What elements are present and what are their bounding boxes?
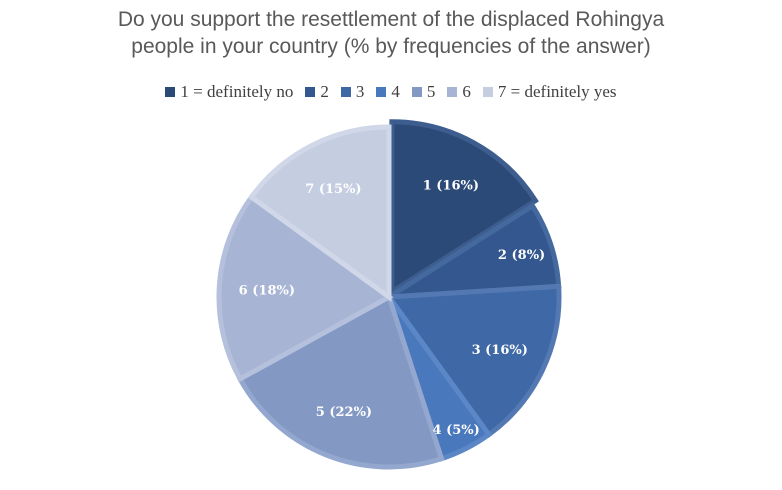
- chart-legend: 1 = definitely no 2 3 4 5 6 7 = definitely yes: [0, 82, 782, 102]
- chart-title-line-1: Do you support the resettlement of the d…: [117, 8, 665, 31]
- legend-label-1: 1 = definitely no: [180, 82, 294, 101]
- legend-item-7: 7 = definitely yes: [482, 82, 617, 102]
- slice-label-2: 2 (8%): [498, 248, 545, 263]
- legend-swatch-4: [376, 87, 387, 97]
- legend-swatch-3: [340, 87, 351, 97]
- chart-title: Do you support the resettlement of the d…: [0, 6, 782, 60]
- legend-swatch-6: [447, 87, 458, 97]
- legend-item-1: 1 = definitely no: [165, 82, 293, 102]
- slice-label-6: 6 (18%): [239, 283, 295, 298]
- legend-item-2: 2: [305, 82, 329, 102]
- legend-label-5: 5: [426, 82, 436, 101]
- pie-slice-7: [247, 124, 392, 302]
- slice-label-5: 5 (22%): [316, 405, 372, 420]
- legend-swatch-1: [165, 87, 176, 97]
- chart-title-line-2: people in your country (% by frequencies…: [131, 35, 651, 58]
- legend-swatch-7: [482, 87, 493, 97]
- pie-slice-3: [384, 283, 562, 439]
- slice-label-1: 1 (16%): [423, 178, 479, 193]
- legend-item-3: 3: [340, 82, 365, 102]
- legend-item-5: 5: [411, 82, 436, 102]
- legend-label-6: 6: [462, 82, 471, 101]
- legend-label-4: 4: [391, 82, 400, 101]
- legend-label-7: 7 = definitely yes: [497, 82, 617, 101]
- legend-item-4: 4: [376, 82, 400, 102]
- legend-label-3: 3: [355, 82, 365, 101]
- legend-label-2: 2: [320, 82, 329, 101]
- slice-label-3: 3 (16%): [472, 343, 528, 358]
- slice-label-7: 7 (15%): [305, 182, 361, 197]
- slice-label-4: 4 (5%): [433, 423, 480, 438]
- legend-item-6: 6: [447, 82, 471, 102]
- pie-slice-1: [389, 119, 539, 297]
- legend-swatch-5: [411, 87, 422, 97]
- pie-slice-5: [236, 293, 445, 470]
- legend-swatch-2: [305, 87, 316, 97]
- pie-slice-6: [216, 193, 394, 383]
